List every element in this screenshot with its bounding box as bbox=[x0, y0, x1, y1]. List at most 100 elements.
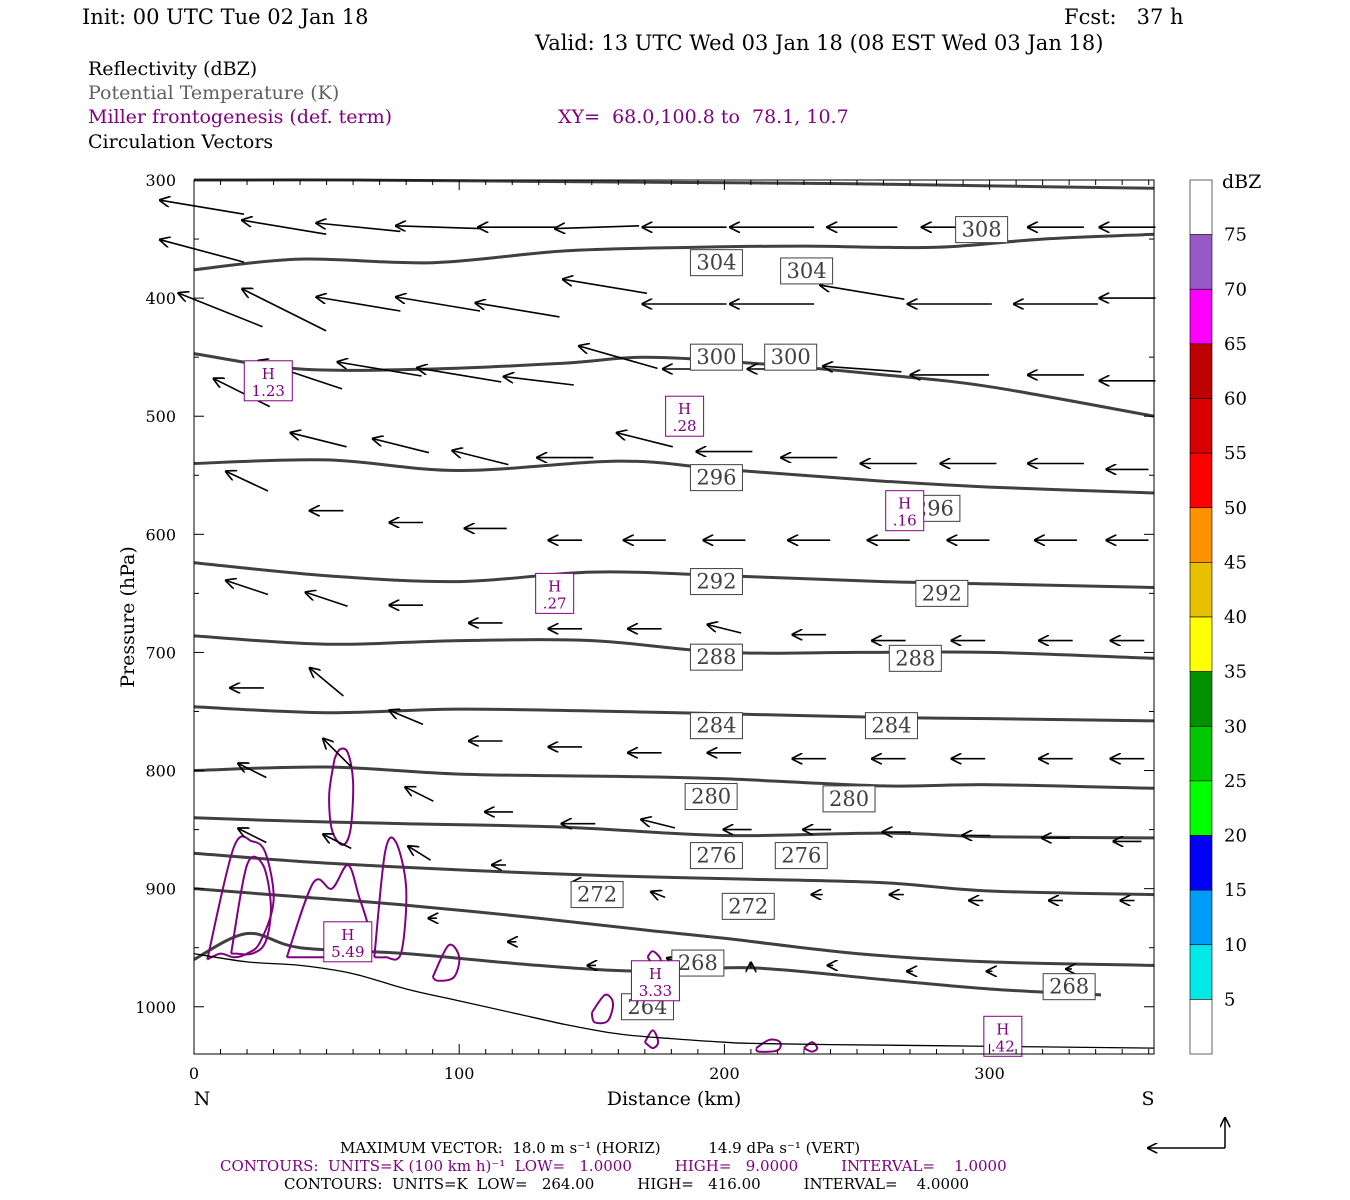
contour-label-text: 276 bbox=[696, 844, 736, 868]
colorbar-unit-label: dBZ bbox=[1222, 171, 1261, 193]
circulation-vector bbox=[408, 846, 432, 861]
colorbar-swatch bbox=[1189, 671, 1213, 727]
field-circulation-vectors: Circulation Vectors bbox=[88, 131, 274, 153]
colorbar-swatch bbox=[1189, 179, 1213, 235]
fronto-high-label: H.28 bbox=[665, 395, 705, 437]
contour-label: 284 bbox=[864, 712, 918, 740]
circulation-vector bbox=[641, 820, 676, 829]
contour-label: 288 bbox=[689, 643, 743, 671]
circulation-vector bbox=[323, 834, 352, 850]
circulation-vector bbox=[242, 220, 327, 235]
colorbar-level: 50 bbox=[1224, 498, 1247, 519]
circulation-vector bbox=[160, 240, 245, 263]
circulation-vector bbox=[396, 297, 481, 312]
circulation-vector bbox=[820, 285, 905, 300]
y-tick-label: 800 bbox=[145, 762, 176, 781]
colorbar-swatch bbox=[1189, 288, 1213, 345]
high-value: .42 bbox=[991, 1037, 1015, 1055]
fronto-contour bbox=[431, 943, 461, 982]
contour-label-text: 272 bbox=[728, 894, 768, 918]
high-marker: H bbox=[996, 1020, 1009, 1038]
fronto-high-label: H.16 bbox=[885, 490, 925, 532]
circulation-vector bbox=[708, 625, 742, 634]
contour-label: 288 bbox=[888, 644, 942, 672]
contour-label: 272 bbox=[570, 881, 624, 909]
colorbar-level: 10 bbox=[1224, 935, 1247, 956]
fronto-contour bbox=[373, 836, 408, 961]
theta-contour-284 bbox=[193, 705, 1155, 723]
colorbar-swatch bbox=[1189, 944, 1213, 1000]
high-marker: H bbox=[548, 577, 561, 595]
colorbar-swatch bbox=[1189, 507, 1213, 563]
contour-label-text: 288 bbox=[895, 646, 935, 670]
high-value: .16 bbox=[893, 512, 917, 530]
circulation-vector bbox=[226, 471, 269, 492]
high-value: .27 bbox=[543, 594, 567, 612]
contour-label: 276 bbox=[689, 842, 743, 870]
theta-contour-308 bbox=[193, 178, 1155, 190]
fronto-high-label: H.42 bbox=[983, 1015, 1023, 1057]
contour-label-text: 292 bbox=[696, 570, 736, 594]
vector-scale-icon bbox=[1148, 1118, 1225, 1148]
fronto-contour bbox=[230, 855, 272, 956]
circulation-vector bbox=[291, 433, 347, 448]
colorbar-level: 60 bbox=[1224, 389, 1247, 410]
circulation-vector bbox=[417, 368, 502, 383]
y-tick-label: 400 bbox=[145, 289, 176, 308]
field-potential-temperature: Potential Temperature (K) bbox=[88, 82, 340, 104]
theta-contour-276 bbox=[193, 816, 1155, 840]
contour-label-text: 300 bbox=[696, 345, 736, 369]
fronto-high-label: H5.49 bbox=[323, 921, 373, 963]
colorbar-level: 20 bbox=[1224, 826, 1247, 847]
footer-theta-contours: CONTOURS: UNITS=K LOW= 264.00 HIGH= 416.… bbox=[284, 1175, 970, 1193]
cross-section-xy: XY= 68.0,100.8 to 78.1, 10.7 bbox=[558, 106, 849, 128]
y-tick-label: 1000 bbox=[135, 998, 176, 1017]
plot-frame bbox=[193, 179, 1155, 1055]
contour-label-text: 304 bbox=[787, 259, 827, 283]
circulation-vector bbox=[316, 297, 401, 312]
circulation-vector bbox=[555, 226, 640, 229]
high-value: .28 bbox=[673, 417, 697, 435]
y-tick-label: 600 bbox=[145, 525, 176, 544]
circulation-vector bbox=[579, 346, 658, 370]
high-marker: H bbox=[678, 400, 691, 418]
contour-label: 296 bbox=[689, 464, 743, 492]
fronto-contour bbox=[755, 1038, 782, 1053]
contour-label-text: 292 bbox=[922, 581, 962, 605]
contour-label: 292 bbox=[915, 579, 969, 607]
fronto-high-label: H1.23 bbox=[243, 360, 293, 402]
colorbar-level: 70 bbox=[1224, 279, 1247, 300]
theta-contour-292 bbox=[193, 561, 1155, 589]
circulation-vector bbox=[310, 668, 344, 697]
colorbar-swatch bbox=[1189, 343, 1213, 399]
colorbar-swatch bbox=[1189, 562, 1213, 618]
y-tick-label: 300 bbox=[145, 171, 176, 190]
high-marker: H bbox=[898, 495, 911, 513]
theta-contour-296 bbox=[193, 458, 1155, 495]
theta-contour-280 bbox=[193, 765, 1155, 790]
contour-label: 308 bbox=[955, 216, 1009, 244]
x-axis-label: Distance (km) bbox=[607, 1088, 742, 1110]
colorbar-swatch bbox=[1189, 780, 1213, 836]
colorbar-level: 75 bbox=[1224, 225, 1247, 246]
circulation-vector bbox=[316, 223, 401, 233]
x-tick-label: 100 bbox=[444, 1064, 475, 1083]
contour-label-text: 304 bbox=[696, 251, 736, 275]
contour-label: 268 bbox=[1042, 973, 1096, 1001]
contour-label-text: 268 bbox=[1049, 975, 1089, 999]
contour-label-text: 280 bbox=[829, 787, 869, 811]
circulation-vector bbox=[373, 439, 430, 454]
y-tick-label: 500 bbox=[145, 407, 176, 426]
colorbar-swatch bbox=[1189, 889, 1213, 946]
theta-contour-300 bbox=[193, 352, 1155, 418]
fronto-contour bbox=[590, 993, 615, 1025]
contour-label: 300 bbox=[764, 343, 818, 371]
contour-label: 292 bbox=[689, 568, 743, 596]
contour-label: 300 bbox=[689, 343, 743, 371]
circulation-vector bbox=[238, 764, 267, 779]
colorbar-level: 30 bbox=[1224, 716, 1247, 737]
circulation-vector bbox=[823, 366, 902, 373]
fronto-contour bbox=[328, 747, 355, 846]
colorbar-level: 35 bbox=[1224, 662, 1247, 683]
